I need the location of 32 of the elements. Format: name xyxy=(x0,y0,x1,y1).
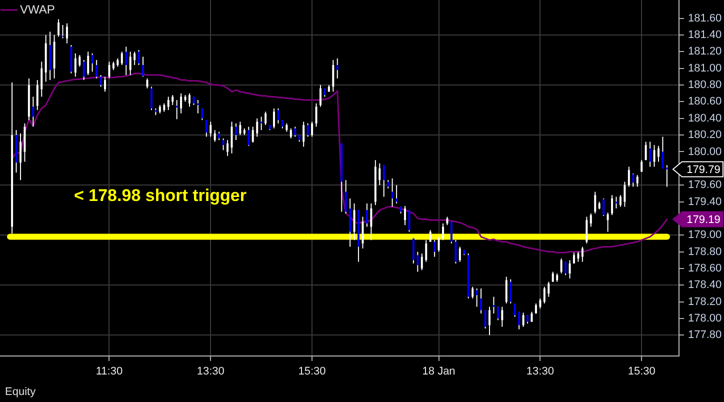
y-tick-label: 179.00 xyxy=(688,229,722,242)
ref-line-label: < 178.98 short trigger xyxy=(74,186,247,205)
y-tick-label: 177.80 xyxy=(688,329,722,342)
x-tick-label: 13:30 xyxy=(526,366,554,378)
y-tick-label: 180.20 xyxy=(688,129,722,142)
y-tick-label: 178.20 xyxy=(688,296,722,308)
candlestick xyxy=(176,100,178,120)
x-tick-label: 18 Jan xyxy=(422,366,456,378)
text: 179.79 xyxy=(686,164,720,176)
y-tick-label: 178.80 xyxy=(688,246,722,258)
y-tick-label: 181.40 xyxy=(688,29,722,42)
legend-label: VWAP xyxy=(20,2,55,16)
y-tick-label: 179.60 xyxy=(688,179,722,192)
y-tick-label: 181.60 xyxy=(688,12,722,24)
y-tick-label: 178.40 xyxy=(688,279,722,292)
x-tick-label: 13:30 xyxy=(196,366,224,378)
x-tick-label: 15:30 xyxy=(628,366,656,378)
y-tick-label: 178.60 xyxy=(688,262,722,274)
x-tick-label: 15:30 xyxy=(298,366,326,378)
candlestick xyxy=(196,100,199,114)
y-tick-label: 180.60 xyxy=(688,96,722,108)
y-tick-label: 178.00 xyxy=(688,312,722,325)
y-tick-label: 179.40 xyxy=(688,196,722,208)
data-label: 179.19 xyxy=(686,214,720,226)
y-tick-label: 180.80 xyxy=(688,79,722,92)
y-tick-label: 181.00 xyxy=(688,62,722,74)
y-tick-label: 180.00 xyxy=(688,146,722,158)
candlestick xyxy=(666,165,668,187)
x-tick-label: 11:30 xyxy=(96,366,123,378)
text: Equity xyxy=(5,386,36,398)
y-tick-label: 181.20 xyxy=(688,46,722,58)
y-tick-label: 180.40 xyxy=(688,112,722,124)
